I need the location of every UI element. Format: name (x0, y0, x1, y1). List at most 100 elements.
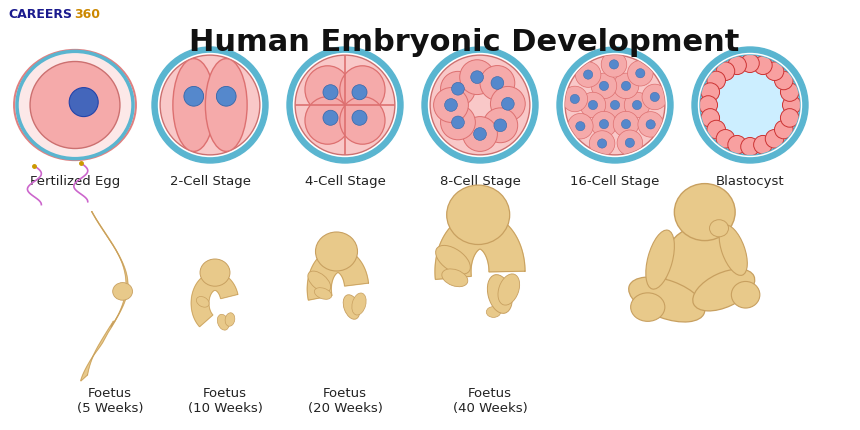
Circle shape (491, 77, 504, 89)
Circle shape (433, 88, 469, 123)
Circle shape (501, 98, 514, 110)
Circle shape (753, 56, 772, 74)
Text: CAREERS: CAREERS (8, 8, 72, 21)
Text: Foetus
(40 Weeks): Foetus (40 Weeks) (452, 387, 527, 415)
Circle shape (557, 47, 673, 163)
Circle shape (624, 92, 650, 118)
Text: Foetus
(20 Weeks): Foetus (20 Weeks) (308, 387, 383, 415)
Ellipse shape (352, 293, 366, 315)
Circle shape (617, 130, 642, 156)
Circle shape (625, 138, 635, 147)
Circle shape (152, 47, 268, 163)
Ellipse shape (674, 184, 735, 241)
Ellipse shape (225, 313, 235, 326)
Polygon shape (81, 211, 128, 381)
Circle shape (217, 86, 237, 106)
Circle shape (613, 73, 639, 98)
Circle shape (490, 86, 525, 121)
Circle shape (323, 85, 338, 100)
Circle shape (562, 86, 587, 112)
Circle shape (740, 138, 759, 156)
Ellipse shape (173, 58, 215, 151)
Circle shape (588, 100, 598, 110)
Circle shape (565, 55, 665, 155)
Circle shape (642, 84, 667, 110)
Text: 2-Cell Stage: 2-Cell Stage (169, 175, 250, 188)
Circle shape (568, 114, 593, 139)
Ellipse shape (305, 97, 350, 144)
Ellipse shape (498, 274, 519, 305)
Circle shape (716, 62, 734, 80)
Circle shape (775, 71, 793, 90)
Ellipse shape (436, 246, 470, 274)
Circle shape (480, 65, 515, 100)
Text: Blastocyst: Blastocyst (716, 175, 784, 188)
Circle shape (765, 62, 783, 80)
Circle shape (728, 135, 746, 154)
Circle shape (287, 47, 403, 163)
Text: Human Embryonic Development: Human Embryonic Development (189, 28, 740, 57)
Circle shape (474, 128, 487, 140)
Ellipse shape (646, 230, 674, 289)
Ellipse shape (200, 259, 230, 286)
Ellipse shape (488, 275, 513, 313)
Circle shape (765, 129, 783, 148)
Ellipse shape (710, 220, 728, 237)
Ellipse shape (340, 97, 385, 144)
Ellipse shape (664, 226, 736, 306)
Circle shape (295, 55, 395, 155)
Circle shape (323, 110, 338, 125)
Ellipse shape (693, 269, 755, 311)
Ellipse shape (731, 282, 760, 308)
Circle shape (575, 62, 601, 87)
Circle shape (583, 70, 593, 79)
Circle shape (352, 110, 367, 125)
Circle shape (352, 85, 367, 100)
Circle shape (613, 111, 639, 137)
Circle shape (716, 129, 734, 148)
Circle shape (427, 53, 532, 157)
Circle shape (575, 122, 585, 131)
Circle shape (452, 83, 464, 95)
Circle shape (589, 131, 615, 156)
Text: 16-Cell Stage: 16-Cell Stage (570, 175, 660, 188)
Circle shape (591, 73, 617, 98)
Circle shape (570, 94, 580, 104)
Circle shape (697, 53, 802, 157)
Circle shape (602, 92, 628, 118)
Ellipse shape (446, 185, 510, 245)
Circle shape (728, 56, 746, 74)
Circle shape (452, 116, 464, 129)
Text: 4-Cell Stage: 4-Cell Stage (304, 175, 385, 188)
Circle shape (160, 55, 260, 155)
Circle shape (463, 117, 497, 151)
Text: Fertilized Egg: Fertilized Egg (30, 175, 120, 188)
Ellipse shape (206, 58, 247, 151)
Ellipse shape (14, 50, 136, 160)
Ellipse shape (113, 283, 132, 300)
Ellipse shape (315, 288, 332, 299)
Text: 8-Cell Stage: 8-Cell Stage (439, 175, 520, 188)
Ellipse shape (486, 307, 501, 317)
Circle shape (599, 81, 609, 91)
Circle shape (707, 120, 726, 139)
Circle shape (775, 120, 793, 139)
Circle shape (591, 111, 617, 137)
Text: 360: 360 (74, 8, 100, 21)
Ellipse shape (305, 66, 350, 114)
Circle shape (632, 100, 642, 110)
Circle shape (780, 109, 799, 127)
Ellipse shape (719, 225, 747, 275)
Circle shape (753, 135, 772, 154)
Circle shape (580, 92, 605, 118)
Ellipse shape (308, 271, 330, 292)
Circle shape (700, 55, 800, 155)
Circle shape (445, 98, 458, 111)
Polygon shape (307, 249, 368, 300)
Ellipse shape (340, 66, 385, 114)
Circle shape (601, 52, 627, 77)
Ellipse shape (316, 232, 358, 271)
Circle shape (740, 54, 759, 73)
Circle shape (69, 88, 98, 117)
Circle shape (622, 120, 630, 129)
